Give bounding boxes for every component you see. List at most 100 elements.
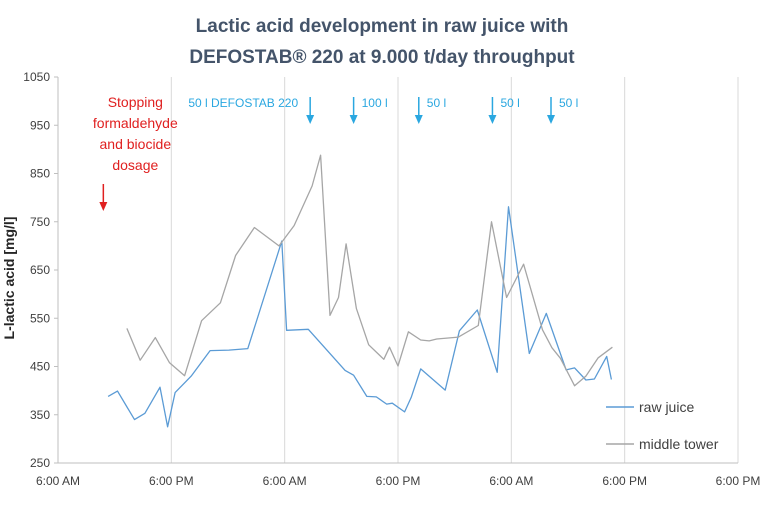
- data-point: [457, 336, 460, 339]
- x-tick-label: 6:00 PM: [602, 474, 647, 488]
- data-point: [391, 402, 394, 405]
- y-tick-label: 1050: [23, 70, 50, 84]
- data-point: [190, 375, 193, 378]
- data-point: [610, 378, 613, 381]
- stop-annotation-text: dosage: [112, 157, 158, 173]
- y-tick-label: 950: [30, 118, 50, 132]
- dose-arrow-head: [415, 115, 423, 124]
- data-point: [573, 367, 576, 370]
- x-tick-label: 6:00 PM: [376, 474, 421, 488]
- data-point: [365, 395, 368, 398]
- data-point: [444, 389, 447, 392]
- data-point: [126, 327, 129, 330]
- data-point: [293, 224, 296, 227]
- y-tick-labels: 250 350 450 550 650 750 850 950 1050: [23, 70, 58, 470]
- series-lines: [107, 154, 614, 428]
- x-tick-label: 6:00 PM: [149, 474, 194, 488]
- data-point: [593, 378, 596, 381]
- chart-title-line1: Lactic acid development in raw juice wit…: [196, 16, 569, 37]
- chart-title-line2: DEFOSTAB® 220 at 9.000 t/day throughput: [189, 47, 575, 68]
- data-point: [551, 346, 554, 349]
- data-point: [403, 410, 406, 413]
- data-point: [154, 336, 157, 339]
- data-point: [219, 301, 222, 304]
- data-point: [528, 352, 531, 355]
- y-tick-label: 850: [30, 167, 50, 181]
- data-point: [505, 296, 508, 299]
- data-point: [329, 314, 332, 317]
- y-tick-label: 750: [30, 215, 50, 229]
- data-point: [458, 329, 461, 332]
- y-axis-label: L-lactic acid [mg/l]: [1, 217, 17, 340]
- data-point: [139, 359, 142, 362]
- y-tick-label: 250: [30, 456, 50, 470]
- data-point: [319, 154, 322, 157]
- data-point: [166, 425, 169, 428]
- chart: Lactic acid development in raw juice wit…: [0, 0, 760, 506]
- data-point: [385, 403, 388, 406]
- dose-arrow-head: [488, 115, 496, 124]
- dose-label: 50 l DEFOSTAB 220: [188, 96, 298, 110]
- data-point: [133, 418, 136, 421]
- legend-label: raw juice: [639, 399, 694, 415]
- annotations: Stopping formaldehyde and biocide dosage 50 …: [93, 94, 578, 211]
- data-point: [200, 319, 203, 322]
- data-point: [253, 226, 256, 229]
- y-tick-label: 350: [30, 408, 50, 422]
- data-point: [419, 368, 422, 371]
- data-point: [228, 349, 231, 352]
- data-point: [477, 324, 480, 327]
- series-line-middle-tower: [127, 155, 613, 386]
- data-point: [545, 312, 548, 315]
- data-point: [585, 379, 588, 382]
- data-point: [107, 395, 110, 398]
- data-point: [168, 361, 171, 364]
- dose-label: 100 l: [362, 96, 388, 110]
- x-tick-labels: 6:00 AM 6:00 PM 6:00 AM 6:00 PM 6:00 AM 6:00 …: [36, 474, 760, 488]
- data-point: [143, 412, 146, 415]
- data-point: [605, 355, 608, 358]
- legend: raw juice middle tower: [606, 399, 719, 452]
- legend-label: middle tower: [639, 436, 719, 452]
- dose-arrow-head: [547, 115, 555, 124]
- stop-annotation-text: Stopping: [108, 94, 163, 110]
- data-point: [234, 254, 237, 257]
- data-point: [337, 296, 340, 299]
- data-point: [410, 396, 413, 399]
- stop-annotation-text: formaldehyde: [93, 115, 178, 131]
- data-point: [585, 375, 588, 378]
- data-point: [246, 347, 249, 350]
- data-point: [183, 374, 186, 377]
- data-point: [311, 185, 314, 188]
- data-point: [611, 346, 614, 349]
- data-point: [476, 309, 479, 312]
- data-point: [419, 339, 422, 342]
- data-point: [490, 220, 493, 223]
- data-point: [388, 346, 391, 349]
- dose-arrow-head: [306, 115, 314, 124]
- data-point: [209, 349, 212, 352]
- data-point: [375, 395, 378, 398]
- dose-label: 50 l: [427, 96, 446, 110]
- data-point: [541, 328, 544, 331]
- data-point: [352, 374, 355, 377]
- data-point: [159, 386, 162, 389]
- data-point: [428, 340, 431, 343]
- y-tick-label: 650: [30, 263, 50, 277]
- data-point: [367, 343, 370, 346]
- data-point: [597, 356, 600, 359]
- x-tick-label: 6:00 PM: [716, 474, 760, 488]
- dose-label: 50 l: [500, 96, 519, 110]
- y-tick-label: 450: [30, 360, 50, 374]
- data-point: [435, 338, 438, 341]
- data-point: [397, 365, 400, 368]
- data-point: [285, 329, 288, 332]
- data-point: [507, 205, 510, 208]
- data-point: [307, 328, 310, 331]
- data-point: [522, 263, 525, 266]
- dose-label: 50 l: [559, 96, 578, 110]
- dose-arrow-head: [350, 115, 358, 124]
- data-point: [573, 384, 576, 387]
- data-point: [278, 244, 281, 247]
- data-point: [344, 369, 347, 372]
